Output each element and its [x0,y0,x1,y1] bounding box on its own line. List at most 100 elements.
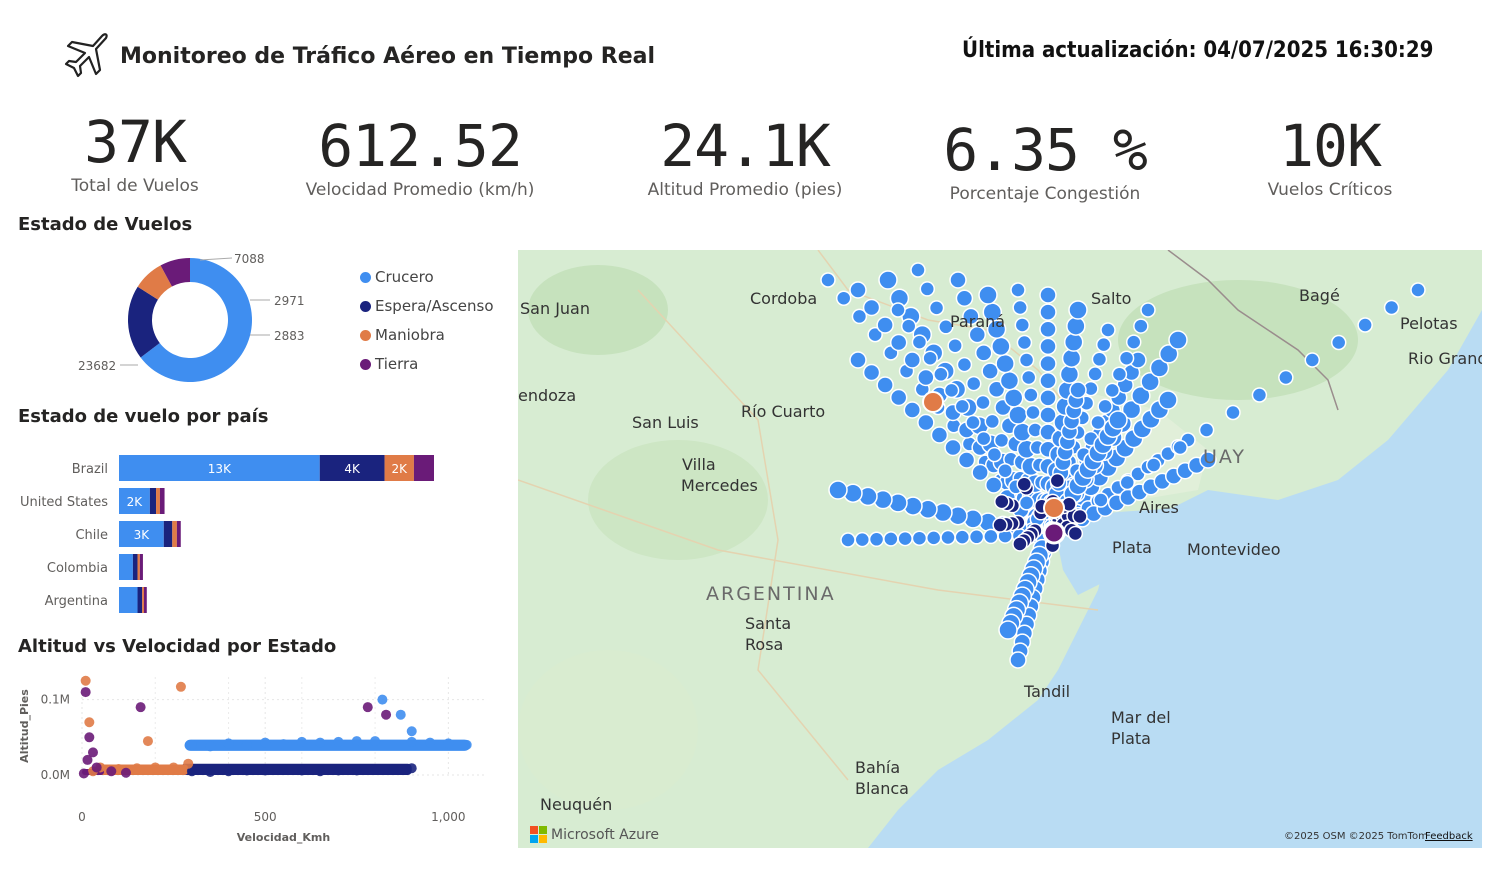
flight-marker[interactable] [1072,508,1088,525]
flight-map[interactable]: San Juan Cordoba Paraná Salto Bagé Pelot… [518,250,1482,848]
flight-marker[interactable] [922,350,938,366]
bar-segment[interactable] [384,455,414,481]
flight-marker[interactable] [1012,536,1028,552]
flight-marker[interactable] [999,370,1020,391]
scatter-point[interactable] [333,765,344,776]
flight-marker[interactable] [986,446,1003,463]
flight-marker[interactable] [1039,406,1057,424]
bar-segment[interactable] [119,587,138,613]
flight-marker[interactable] [944,438,962,457]
scatter-point[interactable] [142,736,153,747]
flight-marker[interactable] [930,426,949,444]
flight-marker[interactable] [1111,366,1128,383]
flight-marker[interactable] [1016,476,1032,492]
bar-segment[interactable] [137,587,143,613]
flight-marker[interactable] [968,325,987,344]
flight-marker[interactable] [1087,366,1103,382]
map-feedback-link[interactable]: Feedback [1425,831,1473,842]
flight-marker[interactable] [994,493,1010,510]
bar-segment[interactable] [172,521,177,547]
scatter-point[interactable] [241,765,252,776]
scatter-point[interactable] [120,767,131,778]
scatter-point[interactable] [315,737,326,748]
scatter-point[interactable] [370,736,381,747]
flight-marker[interactable] [1023,387,1039,403]
flight-marker[interactable] [943,382,960,399]
flight-marker[interactable] [938,319,954,335]
flight-marker[interactable] [1145,457,1162,473]
flight-marker[interactable] [1068,300,1088,320]
flight-marker[interactable] [954,398,971,415]
scatter-point[interactable] [278,739,289,750]
flight-marker[interactable] [1097,398,1113,415]
flight-marker[interactable] [1020,369,1037,386]
flight-marker[interactable] [1063,332,1084,352]
scatter-point[interactable] [351,765,362,776]
flight-marker[interactable] [889,333,908,352]
scatter-point[interactable] [82,754,93,765]
flight-marker[interactable] [890,302,906,318]
flight-marker[interactable] [984,476,1003,494]
flight-marker[interactable] [965,414,981,431]
flight-marker[interactable] [1042,521,1066,545]
flight-marker[interactable] [1357,317,1373,333]
flight-marker[interactable] [900,318,917,334]
flight-marker[interactable] [975,430,992,447]
scatter-point[interactable] [205,741,216,752]
bar-segment[interactable] [144,587,147,613]
flight-marker[interactable] [1018,495,1035,511]
bar-segment[interactable] [139,554,143,580]
flight-marker[interactable] [854,531,871,548]
flight-marker[interactable] [1383,299,1400,316]
flight-marker[interactable] [1010,282,1026,298]
scatter-point[interactable] [461,739,472,750]
flight-marker[interactable] [1410,282,1426,298]
flight-marker[interactable] [957,451,976,469]
flight-marker[interactable] [993,432,1010,449]
flight-marker[interactable] [878,270,898,290]
flight-marker[interactable] [971,463,989,482]
flight-marker[interactable] [992,517,1008,533]
flight-marker[interactable] [956,356,973,373]
flight-marker[interactable] [962,307,980,326]
scatter-point[interactable] [370,764,381,775]
flight-marker[interactable] [868,531,885,548]
flight-marker[interactable] [1225,404,1241,421]
flight-marker[interactable] [1278,369,1294,386]
flight-marker[interactable] [1168,330,1188,350]
flight-marker[interactable] [820,272,836,288]
donut-slice-espera-ascenso[interactable] [128,286,160,358]
flight-marker[interactable] [1039,389,1057,407]
bar-segment[interactable] [413,455,434,481]
flight-marker[interactable] [1125,334,1142,350]
flight-marker[interactable] [940,529,956,546]
scatter-point[interactable] [205,766,216,777]
scatter-point[interactable] [260,737,271,748]
flight-marker[interactable] [1069,381,1087,399]
donut-slice-crucero[interactable] [140,258,252,382]
bar-segment[interactable] [119,455,320,481]
flight-marker[interactable] [1158,344,1179,364]
flight-marker[interactable] [897,530,913,547]
scatter-point[interactable] [377,694,388,705]
flight-marker[interactable] [840,532,856,548]
flight-marker[interactable] [1039,286,1057,304]
bar-segment[interactable] [159,488,165,514]
flight-marker[interactable] [876,376,894,394]
flight-marker[interactable] [978,285,998,305]
scatter-point[interactable] [406,736,417,747]
scatter-point[interactable] [395,709,406,720]
flight-marker[interactable] [968,529,985,545]
scatter-point[interactable] [84,717,95,728]
flight-marker[interactable] [1251,387,1268,403]
flight-marker[interactable] [1100,322,1116,338]
scatter-point[interactable] [186,739,197,750]
bar-segment[interactable] [156,488,160,514]
flight-marker[interactable] [1121,399,1142,420]
legend-item[interactable]: Maniobra [360,326,494,344]
flight-marker[interactable] [1090,414,1106,431]
flight-marker[interactable] [925,530,942,546]
scatter-point[interactable] [223,738,234,749]
flight-marker[interactable] [917,368,935,387]
scatter-point[interactable] [260,765,271,776]
